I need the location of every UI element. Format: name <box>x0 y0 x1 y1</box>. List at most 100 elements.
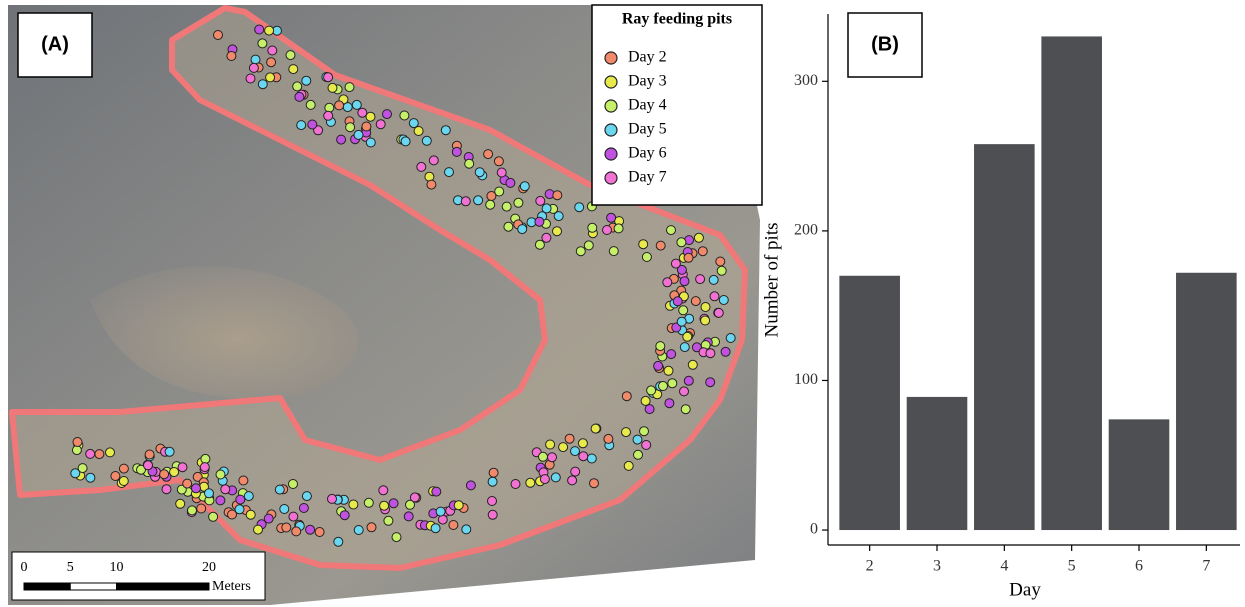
pit-point <box>518 225 527 234</box>
pit-point <box>526 478 535 487</box>
pit-point <box>414 127 423 136</box>
pit-point <box>389 499 398 508</box>
pit-point <box>542 233 551 242</box>
pit-point <box>546 440 555 449</box>
pit-point <box>176 499 185 508</box>
pit-point <box>410 493 419 502</box>
pit-point <box>292 527 301 536</box>
pit-point <box>379 486 388 495</box>
pit-point <box>714 308 723 317</box>
pit-point <box>367 523 376 532</box>
pit-point <box>95 450 104 459</box>
scale-tick-label: 5 <box>67 560 74 575</box>
pit-point <box>409 119 418 128</box>
pit-point <box>216 470 225 479</box>
pit-point <box>663 278 672 287</box>
pit-point <box>497 168 506 177</box>
pit-point <box>565 434 574 443</box>
pit-point <box>488 497 497 506</box>
pit-point <box>400 111 409 120</box>
pit-point <box>352 100 361 109</box>
pit-point <box>642 441 651 450</box>
pit-point <box>684 253 693 262</box>
bar <box>907 397 968 530</box>
pit-point <box>591 424 600 433</box>
pit-point <box>452 147 461 156</box>
pit-point <box>553 227 562 236</box>
pit-point <box>201 454 210 463</box>
pit-point <box>86 449 95 458</box>
pit-point <box>325 103 334 112</box>
legend-marker <box>605 100 617 112</box>
x-tick-label: 5 <box>1068 558 1076 575</box>
scale-segment <box>70 583 116 590</box>
pit-point <box>603 226 612 235</box>
pit-point <box>280 505 289 514</box>
pit-point <box>216 496 225 505</box>
pit-point <box>706 349 715 358</box>
pit-point <box>162 485 171 494</box>
scale-unit: Meters <box>212 579 251 594</box>
pit-point <box>665 399 674 408</box>
pit-point <box>214 31 223 40</box>
pit-point <box>366 138 375 147</box>
pit-point <box>462 525 471 534</box>
pit-point <box>709 275 718 284</box>
pit-point <box>119 477 128 486</box>
pit-point <box>536 196 545 205</box>
pit-point <box>571 447 580 456</box>
pit-point <box>267 58 276 67</box>
legend-label: Day 6 <box>628 145 667 162</box>
pit-point <box>106 448 115 457</box>
pit-point <box>607 213 616 222</box>
pit-point <box>551 473 560 482</box>
pit-point <box>289 512 298 521</box>
pit-point <box>680 277 689 286</box>
pit-point <box>417 162 426 171</box>
pit-point <box>679 306 688 315</box>
pit-point <box>227 52 236 61</box>
pit-point <box>264 514 273 523</box>
x-tick-label: 7 <box>1202 558 1210 575</box>
y-tick-label: 100 <box>794 371 818 388</box>
pit-point <box>383 110 392 119</box>
pit-point <box>622 428 631 437</box>
pit-point <box>474 196 483 205</box>
pit-point <box>334 537 343 546</box>
pit-point <box>698 247 707 256</box>
pit-point <box>656 342 665 351</box>
pit-point <box>576 247 585 256</box>
pit-point <box>111 472 120 481</box>
pit-point <box>502 202 511 211</box>
pit-point <box>324 73 333 82</box>
pit-point <box>609 247 618 256</box>
pit-point <box>384 516 393 525</box>
pit-point <box>668 379 677 388</box>
pit-point <box>432 487 441 496</box>
pit-point <box>656 241 665 250</box>
pit-point <box>484 150 493 159</box>
pit-point <box>688 360 697 369</box>
pit-point <box>289 65 298 74</box>
legend-label: Day 5 <box>628 121 667 138</box>
pit-point <box>449 521 458 530</box>
pit-point <box>183 479 192 488</box>
scale-tick-label: 20 <box>202 560 216 575</box>
figure: (A) Ray feeding pits Day 2Day 3Day 4Day … <box>0 0 1245 607</box>
pit-point <box>624 461 633 470</box>
pit-point <box>366 112 375 121</box>
pit-point <box>701 316 710 325</box>
pit-point <box>362 122 371 131</box>
pit-point <box>71 469 80 478</box>
pit-point <box>726 334 735 343</box>
legend-marker <box>605 52 617 64</box>
pit-point <box>299 504 308 513</box>
pit-point <box>429 156 438 165</box>
pit-point <box>488 477 497 486</box>
pit-point <box>717 266 726 275</box>
pit-point <box>249 63 258 72</box>
pit-point <box>255 25 264 34</box>
pit-point <box>354 130 363 139</box>
pit-point <box>475 168 484 177</box>
